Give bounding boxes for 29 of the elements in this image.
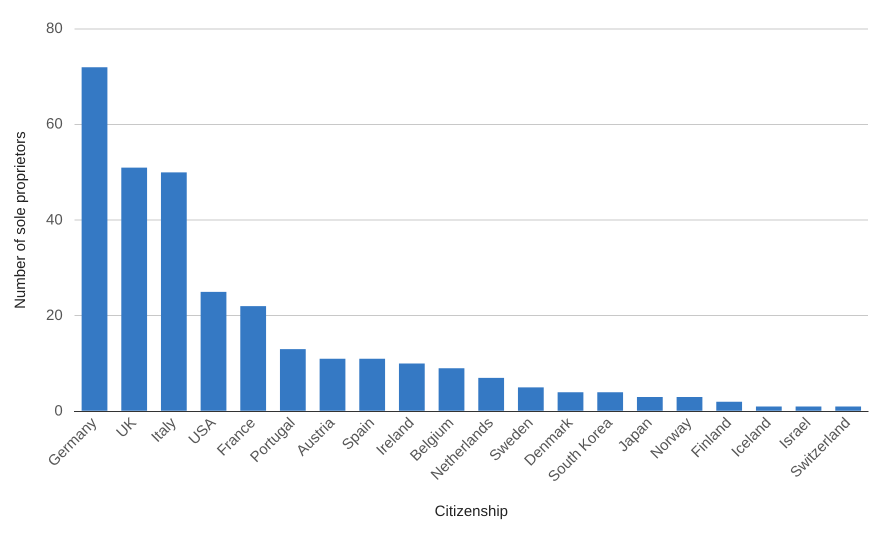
y-axis-title: Number of sole proprietors [12, 131, 30, 309]
bar [835, 406, 862, 411]
bar [716, 402, 742, 411]
bar [478, 378, 504, 411]
bar [200, 292, 226, 411]
y-tick-label: 60 [46, 116, 63, 133]
bar [240, 306, 266, 411]
bar [518, 387, 544, 411]
bar [280, 349, 306, 411]
bar [756, 406, 782, 411]
bar [160, 172, 187, 411]
x-tick-label: Italy [148, 414, 180, 446]
bar [121, 168, 148, 411]
bar [398, 364, 425, 411]
bar [676, 396, 702, 411]
x-tick-label: UK [113, 414, 140, 442]
bar [320, 358, 346, 411]
x-axis-title: Citizenship [434, 503, 508, 520]
bar [558, 392, 584, 411]
bar [359, 358, 386, 411]
bar [82, 67, 108, 411]
bar [796, 406, 822, 411]
y-tick-label: 40 [46, 211, 63, 228]
bar [438, 368, 464, 411]
y-tick-label: 0 [54, 402, 63, 420]
y-tick-label: 20 [46, 306, 63, 324]
bar [636, 396, 663, 411]
y-tick-label: 80 [46, 20, 63, 38]
bar [597, 392, 624, 411]
